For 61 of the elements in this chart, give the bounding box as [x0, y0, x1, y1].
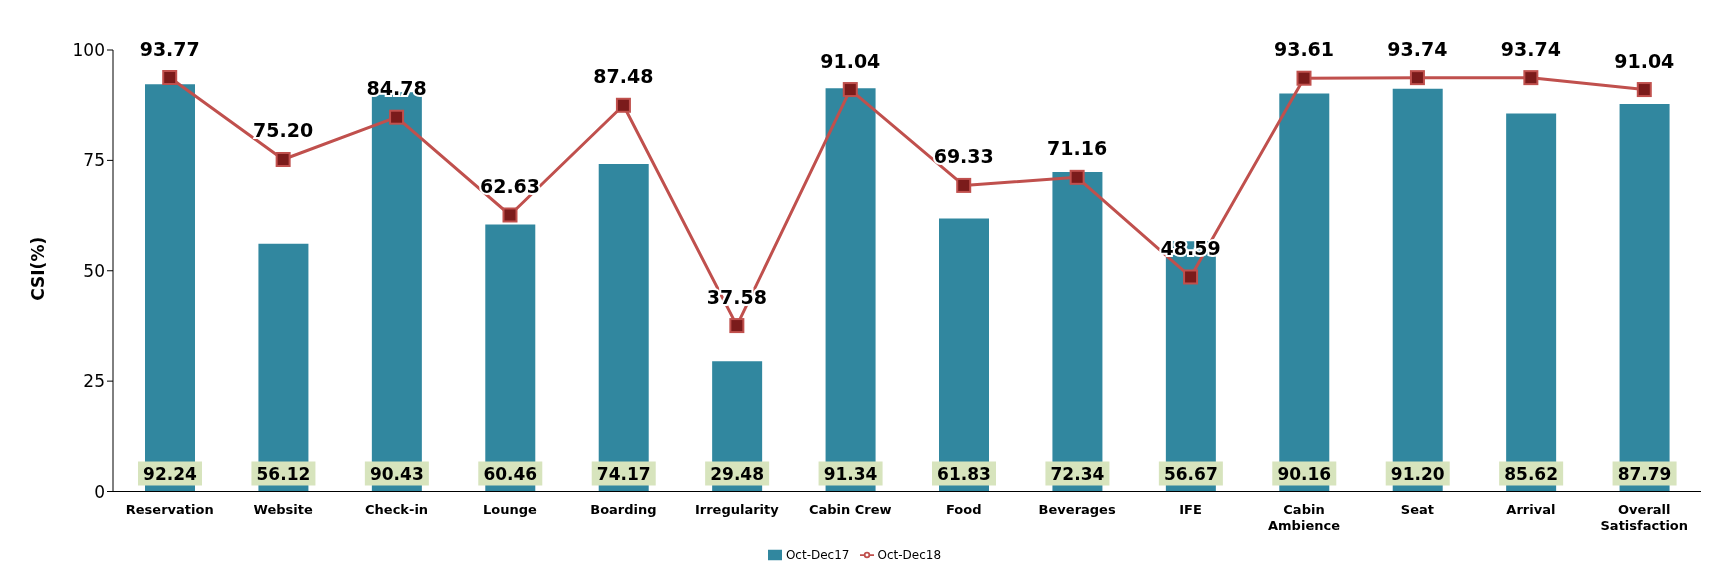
- point: [956, 177, 972, 193]
- data-label: 90.43: [369, 463, 424, 484]
- data-label: 91.04: [820, 49, 881, 72]
- x-tick-label: Reservation: [125, 501, 214, 517]
- x-tick-label: Cabin Crew: [808, 501, 892, 517]
- data-label: 69.33: [933, 145, 994, 168]
- y-tick-label: 100: [72, 40, 105, 61]
- point: [275, 151, 291, 167]
- x-tick-label: Check-in: [365, 501, 429, 517]
- x-tick-label: Food: [945, 501, 982, 517]
- x-tick-label: Overall Satisfaction: [1600, 501, 1689, 533]
- data-label: 91.20: [1390, 463, 1445, 484]
- point: [162, 70, 178, 86]
- data-label: 92.24: [143, 463, 198, 484]
- data-label: 75.20: [253, 119, 314, 142]
- y-tick-label: 25: [83, 371, 105, 392]
- x-tick-label: Seat: [1400, 501, 1435, 517]
- point: [389, 109, 405, 125]
- data-label: 93.74: [1387, 37, 1448, 60]
- data-label: 91.34: [823, 463, 878, 484]
- point: [729, 318, 745, 334]
- data-label: 60.46: [483, 463, 538, 484]
- point: [502, 207, 518, 223]
- x-tick-label: Boarding: [590, 501, 657, 517]
- data-label: 56.67: [1163, 463, 1218, 484]
- data-label: 87.79: [1617, 463, 1672, 484]
- data-label: 71.16: [1047, 137, 1108, 160]
- data-label: 72.34: [1050, 463, 1105, 484]
- data-label: 93.77: [139, 37, 200, 60]
- data-label: 61.83: [937, 463, 991, 484]
- data-label: 91.04: [1614, 49, 1675, 72]
- data-label: 87.48: [593, 65, 654, 88]
- x-tick-label: Arrival: [1506, 501, 1556, 517]
- point: [615, 97, 631, 113]
- point: [1069, 169, 1085, 185]
- data-label: 90.16: [1277, 463, 1332, 484]
- data-label: 56.12: [256, 463, 311, 484]
- y-tick-label: 75: [83, 150, 105, 171]
- data-label: 74.17: [596, 463, 651, 484]
- point: [1296, 70, 1312, 86]
- x-tick-label: IFE: [1179, 501, 1202, 517]
- point: [1409, 70, 1425, 86]
- legend-label: Oct-Dec17: [785, 547, 850, 562]
- legend-label: Oct-Dec18: [877, 547, 942, 562]
- point: [1183, 269, 1199, 285]
- point: [1523, 70, 1539, 86]
- x-tick-label: Beverages: [1038, 501, 1116, 517]
- x-tick-label: Irregularity: [694, 501, 780, 517]
- data-label: 85.62: [1504, 463, 1559, 484]
- point: [842, 82, 858, 98]
- x-tick-label: Cabin Ambience: [1268, 501, 1341, 533]
- y-tick-label: 0: [94, 481, 105, 502]
- x-tick-label: Website: [253, 501, 313, 517]
- data-label: 29.48: [710, 463, 765, 484]
- y-tick-label: 50: [83, 260, 105, 281]
- y-axis-title: CSI(%): [28, 236, 49, 301]
- data-label: 93.74: [1500, 37, 1561, 60]
- point: [1636, 82, 1652, 98]
- data-label: 62.63: [479, 174, 541, 197]
- x-tick-label: Lounge: [483, 501, 538, 517]
- data-label: 93.61: [1273, 38, 1335, 61]
